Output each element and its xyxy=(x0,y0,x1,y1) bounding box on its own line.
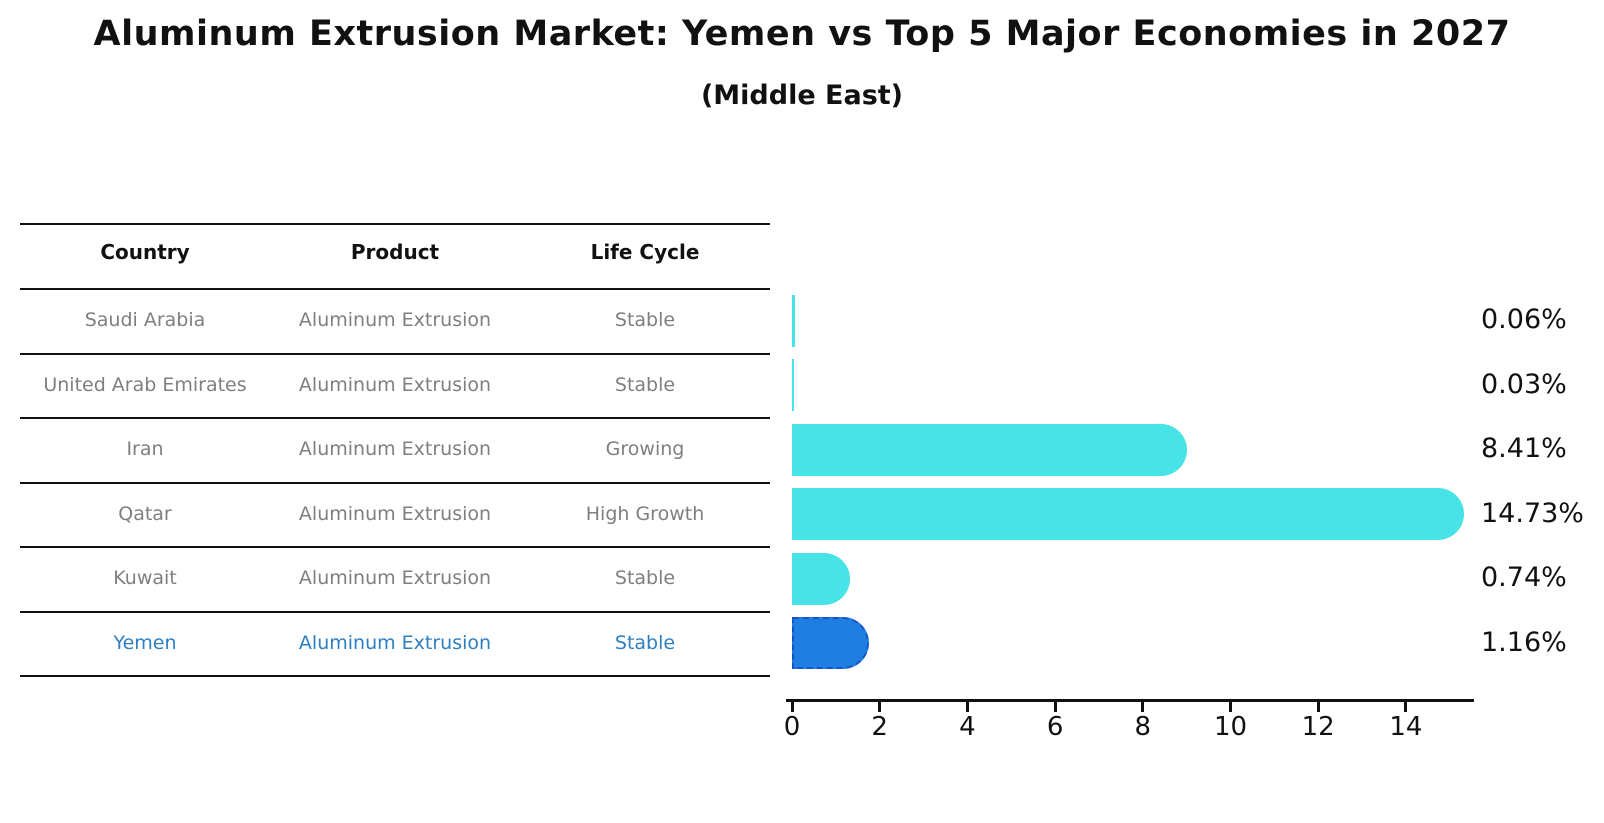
bar-value-label: 1.16% xyxy=(1481,626,1567,658)
cell-life-cycle: Stable xyxy=(614,373,676,396)
x-tick-label: 8 xyxy=(1134,712,1152,742)
x-tick-label: 2 xyxy=(871,712,888,742)
bar-value-label: 14.73% xyxy=(1481,497,1584,529)
cell-product: Aluminum Extrusion xyxy=(298,373,492,396)
table-row: Yemen Aluminum Extrusion Stable xyxy=(20,611,770,676)
x-tick-label: 14 xyxy=(1389,712,1423,742)
bar-kuwait xyxy=(792,552,851,605)
x-tick-label: 6 xyxy=(1046,712,1064,742)
bar-iran xyxy=(792,423,1187,476)
x-tick-label: 10 xyxy=(1213,712,1248,742)
table-header-life-cycle: Life Cycle xyxy=(590,240,700,264)
bar-united-arab-emirates xyxy=(792,359,794,411)
x-tick-label: 4 xyxy=(959,712,976,742)
cell-life-cycle: Stable xyxy=(614,309,676,332)
chart-subtitle: (Middle East) xyxy=(700,80,904,111)
bar-value-label: 0.74% xyxy=(1481,562,1567,594)
cell-product: Aluminum Extrusion xyxy=(298,309,492,332)
bar-value-label: 8.41% xyxy=(1481,433,1567,465)
cell-country: Kuwait xyxy=(113,567,177,590)
table-row: Saudi Arabia Aluminum Extrusion Stable xyxy=(20,288,770,353)
cell-country: United Arab Emirates xyxy=(43,373,247,396)
x-tick-label: 12 xyxy=(1301,712,1335,742)
table-row: Qatar Aluminum Extrusion High Growth xyxy=(20,482,770,547)
x-tick-label: 0 xyxy=(783,712,801,742)
table-header-product: Product xyxy=(350,240,440,264)
x-tick-mark xyxy=(1141,702,1145,712)
cell-life-cycle: Stable xyxy=(614,567,676,590)
cell-product: Aluminum Extrusion xyxy=(298,631,492,654)
table-rule xyxy=(20,546,770,548)
table-rule-heavy xyxy=(20,223,770,225)
cell-product: Aluminum Extrusion xyxy=(298,438,492,461)
table-rule xyxy=(20,611,770,613)
table-row: United Arab Emirates Aluminum Extrusion St… xyxy=(20,353,770,418)
table-header-row: Country Product Life Cycle xyxy=(20,240,770,264)
cell-life-cycle: High Growth xyxy=(585,502,705,525)
cell-country: Qatar xyxy=(118,502,172,525)
bar-saudi-arabia xyxy=(792,294,795,347)
bar-qatar xyxy=(792,488,1464,540)
cell-life-cycle: Growing xyxy=(605,438,685,461)
table-rule xyxy=(20,353,770,355)
table-rule xyxy=(20,417,770,419)
table-header-country: Country xyxy=(100,240,190,264)
cell-product: Aluminum Extrusion xyxy=(298,502,492,525)
x-tick-mark xyxy=(965,702,969,712)
x-tick-mark xyxy=(790,702,794,712)
bar-value-label: 0.06% xyxy=(1481,304,1567,336)
table-rule xyxy=(20,482,770,484)
table-row: Kuwait Aluminum Extrusion Stable xyxy=(20,546,770,611)
cell-country: Yemen xyxy=(113,631,177,654)
chart-title: Aluminum Extrusion Market: Yemen vs Top … xyxy=(93,14,1511,54)
table-rule xyxy=(20,675,770,677)
x-tick-mark xyxy=(1229,702,1232,712)
bar-value-label: 0.03% xyxy=(1481,368,1567,400)
table-row: Iran Aluminum Extrusion Growing xyxy=(20,417,770,482)
x-tick-mark xyxy=(878,702,882,712)
x-tick-mark xyxy=(1053,702,1057,712)
x-tick-mark xyxy=(1316,702,1320,712)
x-axis-line xyxy=(786,699,1474,702)
cell-country: Saudi Arabia xyxy=(84,309,206,332)
cell-product: Aluminum Extrusion xyxy=(298,567,492,590)
table-rule-heavy xyxy=(20,288,770,290)
x-tick-mark xyxy=(1404,702,1408,712)
cell-life-cycle: Stable xyxy=(614,631,676,654)
bar-highlight-yemen xyxy=(792,617,869,669)
cell-country: Iran xyxy=(126,438,164,461)
